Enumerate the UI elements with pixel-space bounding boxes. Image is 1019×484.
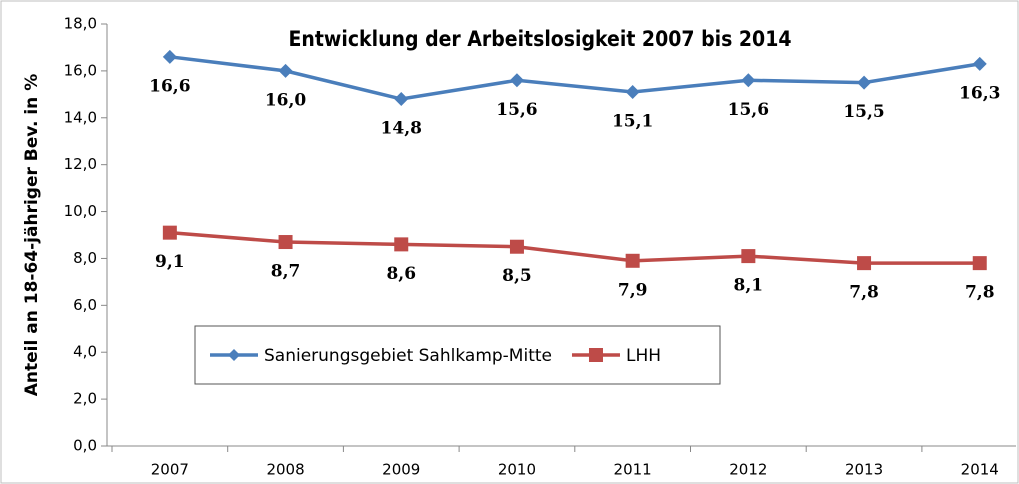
x-tick-label: 2009	[382, 461, 420, 479]
marker	[857, 256, 872, 271]
x-tick-label: 2012	[729, 461, 767, 479]
data-label: 15,6	[728, 100, 769, 120]
y-tick-label: 10,0	[64, 202, 97, 220]
y-tick-label: 8,0	[73, 249, 97, 267]
marker	[625, 84, 640, 99]
y-tick-label: 18,0	[64, 15, 97, 33]
y-axis-label: Anteil an 18-64-jähriger Bev. in %	[22, 74, 42, 396]
marker	[394, 237, 409, 252]
data-label: 14,8	[381, 119, 422, 139]
series-line	[169, 55, 981, 101]
x-tick-label: 2013	[845, 461, 883, 479]
marker	[857, 75, 872, 90]
marker	[278, 235, 293, 250]
marker	[741, 249, 756, 264]
data-label: 8,5	[502, 266, 532, 286]
x-tick-label: 2014	[961, 461, 999, 479]
marker	[162, 225, 177, 240]
data-label: 9,1	[155, 252, 185, 272]
marker	[162, 49, 177, 64]
data-label: 16,6	[149, 76, 190, 96]
data-label: 7,8	[849, 283, 879, 303]
marker	[972, 56, 987, 71]
chart-title: Entwicklung der Arbeitslosigkeit 2007 bi…	[289, 27, 792, 51]
y-tick-label: 6,0	[73, 296, 97, 314]
data-label: 8,1	[734, 276, 764, 296]
data-label: 15,5	[843, 102, 884, 122]
data-label: 7,9	[618, 280, 648, 300]
series-line	[169, 230, 980, 265]
marker	[509, 73, 524, 88]
data-label: 8,7	[271, 262, 301, 282]
data-label: 7,8	[965, 283, 995, 303]
y-tick-label: 12,0	[64, 155, 97, 173]
data-label: 8,6	[386, 264, 416, 284]
marker	[394, 92, 409, 107]
y-tick-label: 2,0	[73, 390, 97, 408]
data-label: 16,0	[265, 90, 307, 110]
y-tick-label: 0,0	[73, 437, 97, 455]
y-tick-label: 4,0	[73, 343, 97, 361]
x-tick-label: 2008	[266, 461, 304, 479]
x-tick-label: 2011	[614, 461, 652, 479]
legend-label: LHH	[626, 346, 661, 366]
marker	[741, 73, 756, 88]
x-tick-label: 2007	[151, 461, 189, 479]
data-label: 15,6	[496, 100, 537, 120]
legend-marker	[228, 349, 240, 361]
marker	[278, 63, 293, 78]
x-tick-label: 2010	[498, 461, 536, 479]
y-tick-label: 14,0	[64, 108, 97, 126]
legend-label: Sanierungsgebiet Sahlkamp-Mitte	[264, 346, 552, 366]
legend-box	[194, 325, 721, 385]
marker	[509, 239, 524, 254]
y-tick-label: 16,0	[64, 61, 97, 79]
marker	[625, 253, 640, 268]
data-label: 15,1	[612, 111, 653, 131]
legend-marker	[588, 348, 603, 362]
marker	[972, 256, 987, 271]
data-label: 16,3	[959, 83, 1000, 103]
